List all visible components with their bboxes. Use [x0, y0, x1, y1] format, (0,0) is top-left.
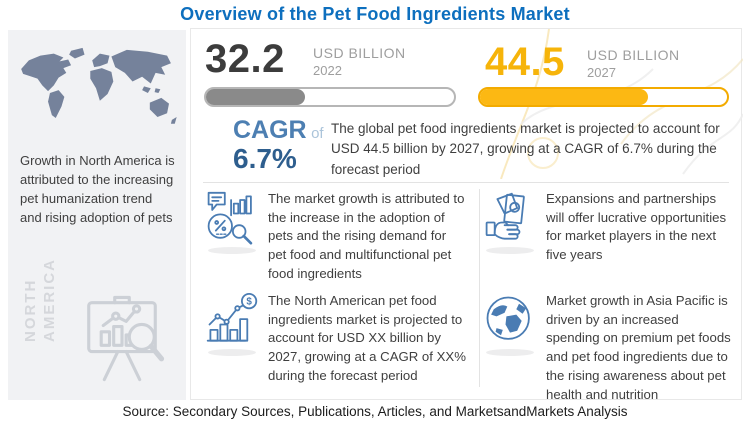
- cagr-label: CAGR: [233, 116, 307, 144]
- stat-2027-year: 2027: [587, 64, 616, 80]
- insight-text: The market growth is attributed to the i…: [268, 191, 465, 281]
- insight-expansions: Expansions and partnerships will offer l…: [467, 189, 731, 291]
- main-panel: 32.2 USD BILLION 2022 44.5 USD BILLION 2…: [190, 28, 743, 402]
- stat-2027-unit: USD BILLION 2027: [587, 47, 680, 81]
- page-title: Overview of the Pet Food Ingredients Mar…: [180, 4, 570, 24]
- source-note: Source: Secondary Sources, Publications,…: [122, 404, 628, 419]
- insight-market-growth: The market growth is attributed to the i…: [205, 189, 467, 291]
- stat-2027-value: 44.5: [485, 40, 565, 84]
- stat-2022-unit: USD BILLION 2022: [313, 45, 406, 79]
- insight-north-america: $ The North American pet food ingredient…: [205, 291, 467, 404]
- sidebar-note: Growth in North America is attributed to…: [20, 153, 175, 225]
- insight-text: Expansions and partnerships will offer l…: [546, 191, 727, 263]
- globe-icon: [483, 291, 537, 404]
- insight-asia-pacific: Market growth in Asia Pacific is driven …: [467, 291, 731, 404]
- market-growth-analysis-icon: [205, 189, 259, 291]
- money-hand-icon: [483, 189, 537, 291]
- vertical-divider: [479, 189, 480, 387]
- insight-text: Market growth in Asia Pacific is driven …: [546, 293, 731, 402]
- cagr-block: CAGR of 6.7%: [233, 116, 324, 175]
- region-label: NORTH AMERICA: [22, 258, 58, 342]
- insight-text: The North American pet food ingredients …: [268, 293, 466, 383]
- stat-2022-unit-label: USD BILLION: [313, 45, 406, 61]
- progress-bar-2027: [478, 87, 729, 107]
- progress-bar-2027-fill: [480, 89, 648, 105]
- svg-text:$: $: [246, 297, 252, 308]
- cagr-value: 6.7%: [233, 143, 297, 174]
- progress-bar-2022: [204, 87, 456, 107]
- stat-2027-unit-label: USD BILLION: [587, 47, 680, 63]
- cagr-description: The global pet food ingredients market i…: [331, 121, 720, 177]
- market-research-icon: [87, 295, 165, 382]
- progress-bar-2022-fill: [206, 89, 306, 105]
- insights-grid: The market growth is attributed to the i…: [205, 189, 731, 404]
- region-sidebar: Growth in North America is attributed to…: [8, 30, 186, 400]
- horizontal-divider: [203, 182, 729, 183]
- cagr-connector: of: [311, 125, 324, 142]
- stat-2022-year: 2022: [313, 62, 342, 78]
- growth-chart-dollar-icon: $: [205, 291, 259, 404]
- stat-2022-value: 32.2: [205, 37, 285, 81]
- world-map-image: [21, 47, 177, 124]
